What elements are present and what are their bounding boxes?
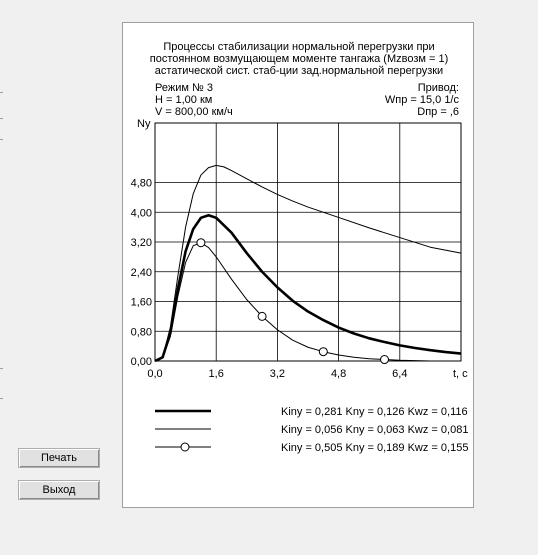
series-line-1 — [154, 213, 462, 363]
drive-w-label: Wпр = 15,0 1/с — [384, 94, 459, 106]
legend-entry-2: Kiny = 0,056 Kny = 0,063 Kwz = 0,081 — [281, 424, 468, 436]
legend-entry-3: Kiny = 0,505 Kny = 0,189 Kwz = 0,155 — [281, 442, 468, 454]
x-tick-label: 6,4 — [392, 368, 407, 380]
series-line-3 — [154, 242, 461, 362]
series-marker-circle — [196, 238, 206, 248]
window-left-edge — [0, 0, 4, 555]
y-tick-label: 3,20 — [131, 237, 152, 249]
chart-grid — [154, 122, 462, 362]
edge-tick — [0, 139, 3, 140]
edge-tick — [0, 118, 3, 119]
drive-label: Привод: — [417, 82, 459, 94]
y-tick-label: 2,40 — [131, 267, 152, 279]
drive-info: Привод: Wпр = 15,0 1/с Dпр = ,6 — [385, 82, 459, 118]
title-line-1: Процессы стабилизации нормальной перегру… — [163, 41, 435, 53]
mode-label: Режим № 3 — [155, 82, 213, 94]
x-tick-label: 3,2 — [270, 368, 285, 380]
series-marker-circle — [380, 355, 389, 365]
x-tick-label: 4,8 — [331, 368, 346, 380]
y-tick-label: 4,80 — [131, 178, 152, 190]
series-marker-circle — [318, 347, 328, 357]
print-button[interactable]: Печать — [18, 448, 100, 468]
series-marker-circle — [257, 311, 267, 321]
y-tick-label: 0,00 — [131, 356, 152, 368]
edge-tick — [0, 398, 3, 399]
title-line-2: постоянном возмущающем моменте тангажа (… — [149, 53, 449, 65]
y-tick-label: 4,00 — [131, 207, 152, 219]
chart-svg: 0,0 1,6 3,2 4,8 6,4 0,00 0,80 1,60 2,40 3,20 4,00 4… — [131, 118, 469, 454]
edge-tick — [0, 92, 3, 93]
legend-entry-1: Kiny = 0,281 Kny = 0,126 Kwz = 0,116 — [281, 406, 468, 418]
y-tick-label: 0,80 — [131, 326, 152, 338]
mode-info: Режим № 3 H = 1,00 км V = 800,00 км/ч — [155, 82, 233, 118]
chart-panel: Процессы стабилизации нормальной перегру… — [122, 22, 474, 508]
x-tick-label: 0,0 — [147, 368, 162, 380]
velocity-label: V = 800,00 км/ч — [155, 106, 233, 118]
exit-button[interactable]: Выход — [18, 480, 100, 500]
chart-legend: Kiny = 0,281 Kny = 0,126 Kwz = 0,116 Kin… — [155, 406, 468, 454]
drive-d-label: Dпр = ,6 — [417, 106, 459, 118]
chart-axes: 0,0 1,6 3,2 4,8 6,4 0,00 0,80 1,60 2,40 3,20 4,00 4… — [131, 178, 408, 381]
edge-tick — [0, 368, 3, 369]
y-tick-label: 1,60 — [131, 297, 152, 309]
series-line-2 — [154, 164, 462, 362]
altitude-label: H = 1,00 км — [155, 94, 213, 106]
x-tick-label: 1,6 — [209, 368, 224, 380]
chart-series — [154, 164, 462, 365]
title-line-3: астатической сист. стаб-ции зад.нормальн… — [154, 65, 444, 77]
chart-title: Процессы стабилизации нормальной перегру… — [123, 41, 475, 77]
x-axis-label: t, c — [453, 368, 468, 380]
y-axis-label: Ny — [137, 118, 151, 130]
legend-marker-circle — [180, 442, 190, 452]
